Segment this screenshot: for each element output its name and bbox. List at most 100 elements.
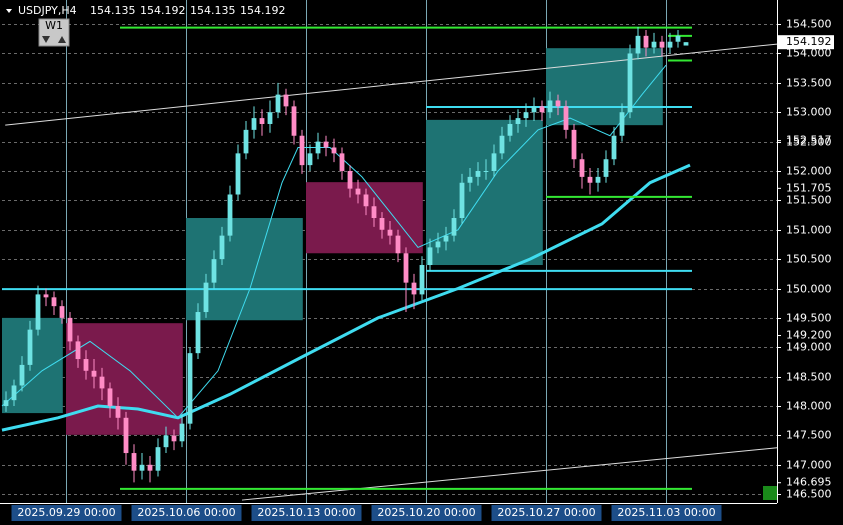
candle-body [403, 253, 409, 283]
price-level-label: 151.705 [786, 181, 832, 194]
x-tick-label-bg [371, 505, 482, 521]
candle-body [315, 141, 321, 154]
candle-body [283, 94, 289, 107]
price-level-label: 149.200 [786, 329, 832, 342]
candle-body [595, 176, 601, 183]
candle-body [435, 241, 441, 248]
candle-body [531, 106, 537, 113]
candle-body [267, 112, 273, 124]
candle-body [51, 297, 57, 307]
candle-body [323, 141, 329, 148]
candle-body [35, 294, 41, 330]
candle-body [299, 135, 305, 166]
y-tick-label: 151.500 [786, 194, 832, 207]
x-tick-label-bg [491, 505, 602, 521]
range-box [306, 182, 423, 254]
y-tick-label: 152.000 [786, 165, 832, 178]
timeframe-down[interactable] [42, 36, 50, 43]
timeframe-label: W1 [45, 19, 63, 32]
candle-body [675, 35, 681, 42]
candle-body [491, 153, 497, 171]
x-tick-label-bg [131, 505, 242, 521]
candle-body [331, 147, 337, 154]
y-tick-label: 149.000 [786, 341, 832, 354]
x-tick-label-bg [251, 505, 362, 521]
candle-body [355, 188, 361, 195]
candle-body [251, 118, 257, 130]
range-box [546, 48, 663, 126]
candle-body [27, 329, 33, 365]
candle-body [627, 53, 633, 113]
candle-body [547, 100, 553, 113]
y-tick-label: 146.500 [786, 488, 832, 501]
candle-body [291, 106, 297, 136]
y-tick-label: 153.000 [786, 106, 832, 119]
y-tick-label: 148.000 [786, 400, 832, 413]
header-low: 154.135 [190, 4, 236, 17]
candle-body [459, 182, 465, 219]
candle-body [419, 265, 425, 295]
x-tick-label: 2025.10.27 00:00 [497, 506, 595, 519]
candle-body [107, 388, 113, 407]
x-tick-label: 2025.09.29 00:00 [17, 506, 115, 519]
current-price-label: 154.192 [786, 35, 832, 48]
candle-body [427, 247, 433, 266]
y-tick-label: 147.500 [786, 429, 832, 442]
candle-body [195, 312, 201, 354]
candle-body [115, 406, 121, 418]
candle-body [179, 423, 185, 442]
header-open: 154.135 [90, 4, 136, 17]
candle-body [659, 41, 665, 48]
candle-body [203, 282, 209, 313]
y-tick-label: 150.000 [786, 283, 832, 296]
candle-body [587, 176, 593, 183]
y-tick-label: 154.500 [786, 18, 832, 31]
candle-body [83, 359, 89, 371]
y-tick-label: 147.000 [786, 459, 832, 472]
candle-body [579, 159, 585, 177]
x-tick-label: 2025.10.06 00:00 [137, 506, 235, 519]
y-tick-label: 150.500 [786, 253, 832, 266]
candle-body [339, 153, 345, 171]
candle-body [683, 42, 689, 46]
timeframe-up[interactable] [58, 36, 66, 43]
x-tick-label: 2025.10.20 00:00 [377, 506, 475, 519]
candle-body [139, 464, 145, 471]
candle-body [171, 435, 177, 442]
x-tick-label: 2025.11.03 00:00 [617, 506, 715, 519]
x-tick-label-bg [611, 505, 722, 521]
price-level-label: 152.517 [786, 134, 832, 147]
y-tick-label: 154.000 [786, 47, 832, 60]
corner-button[interactable] [763, 486, 777, 500]
candle-body [603, 159, 609, 177]
menu-arrow[interactable] [6, 9, 12, 13]
candle-body [131, 453, 137, 471]
candle-body [275, 94, 281, 113]
candle-body [259, 118, 265, 124]
candle-body [11, 385, 17, 401]
candle-body [411, 282, 417, 295]
candle-body [123, 417, 129, 454]
header-close: 154.192 [240, 4, 286, 17]
candle-body [155, 447, 161, 471]
candle-body [467, 176, 473, 183]
candle-body [395, 235, 401, 254]
current-price-bg [778, 35, 834, 50]
price-level-label: 146.695 [786, 476, 832, 489]
candle-body [483, 170, 489, 172]
candle-body [147, 464, 153, 471]
candle-body [91, 370, 97, 377]
candle-body [75, 341, 81, 360]
candle-body [243, 129, 249, 154]
candle-body [307, 153, 313, 166]
candle-body [59, 306, 65, 318]
candle-body [643, 35, 649, 48]
candle-body [387, 229, 393, 236]
candle-body [651, 41, 657, 48]
trendline [5, 43, 778, 126]
candle-body [499, 135, 505, 154]
candle-body [187, 353, 193, 424]
y-tick-label: 149.500 [786, 312, 832, 325]
range-box [186, 218, 303, 321]
candle-body [507, 123, 513, 136]
